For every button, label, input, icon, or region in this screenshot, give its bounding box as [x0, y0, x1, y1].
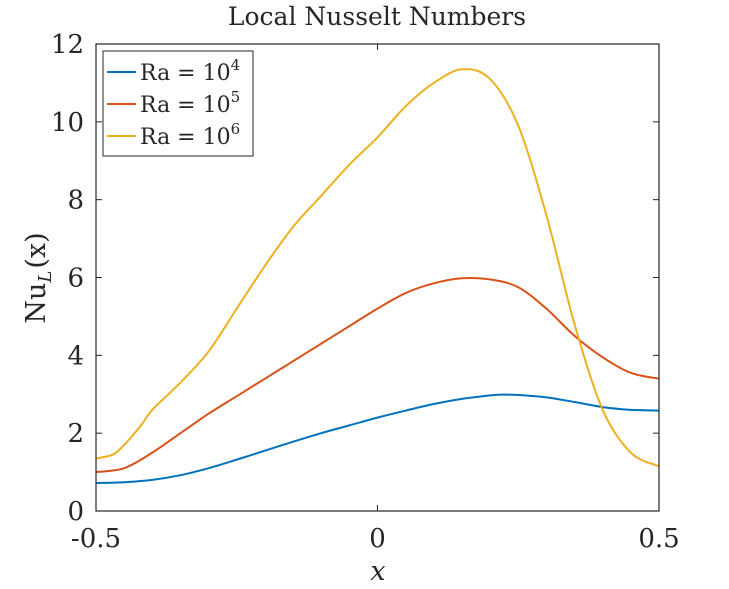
- legend-label-0: Ra = 104: [140, 56, 240, 86]
- legend-label-exponent: 5: [231, 88, 241, 106]
- y-tick-label: 2: [67, 419, 84, 449]
- y-tick-label: 8: [67, 186, 84, 216]
- y-tick-label: 10: [51, 108, 84, 138]
- legend-label-2: Ra = 106: [140, 120, 240, 150]
- series-line-2: [95, 68, 660, 468]
- x-tick-label: 0: [369, 524, 386, 554]
- y-axis-label-sub: L: [35, 271, 56, 284]
- y-axis-label-base: Nu: [21, 283, 52, 324]
- legend-label-base: Ra = 10: [140, 93, 231, 118]
- y-tick-label: 4: [67, 341, 84, 371]
- chart-title: Local Nusselt Numbers: [228, 2, 526, 31]
- legend-label-exponent: 6: [231, 120, 241, 138]
- series-line-1: [95, 276, 660, 474]
- legend-label-exponent: 4: [231, 56, 241, 74]
- y-tick-label: 0: [67, 497, 84, 527]
- x-axis-label: x: [370, 556, 385, 587]
- legend-label-base: Ra = 10: [140, 125, 231, 150]
- y-axis-label-arg: (x): [21, 232, 52, 268]
- y-tick-label: 6: [67, 264, 84, 294]
- y-axis-label: NuL (x): [21, 232, 56, 323]
- plot-area-frame: [95, 43, 660, 512]
- plot-lines: [95, 68, 660, 484]
- legend-label-1: Ra = 105: [140, 88, 240, 118]
- legend-label-base: Ra = 10: [140, 61, 231, 86]
- series-line-0: [95, 393, 660, 484]
- x-tick-label: -0.5: [71, 524, 121, 554]
- y-tick-label: 12: [51, 30, 84, 60]
- x-tick-label: 0.5: [638, 524, 679, 554]
